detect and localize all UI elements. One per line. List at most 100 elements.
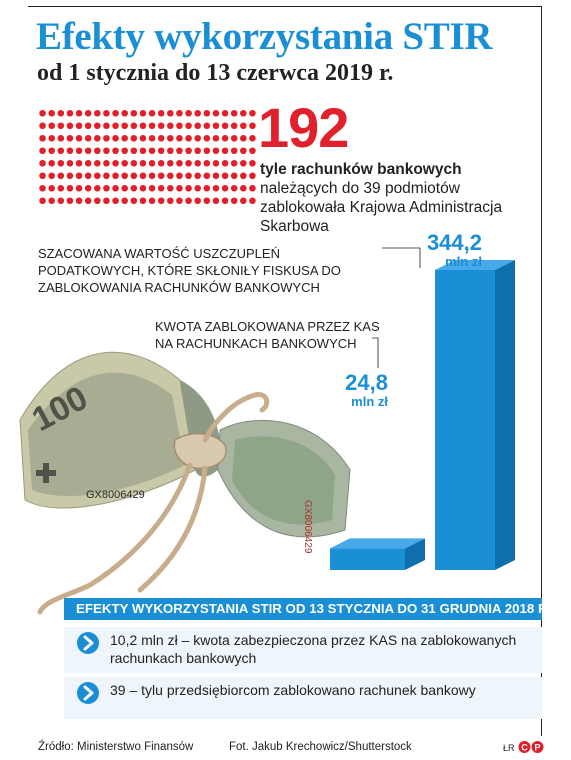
blocked-label: KWOTA ZABLOKOWANA PRZEZ KAS NA RACHUNKAC… (155, 319, 380, 351)
account-dot (230, 197, 238, 205)
account-dot (148, 109, 156, 117)
account-dot (203, 147, 211, 155)
account-dot (221, 109, 229, 117)
account-dot (240, 159, 247, 167)
account-dot (185, 184, 192, 192)
account-dot (94, 109, 101, 117)
account-dot (230, 109, 238, 117)
account-dot (39, 184, 46, 192)
account-dot (176, 109, 183, 117)
account-dot (240, 197, 247, 205)
account-dot (167, 109, 174, 117)
account-dot (249, 172, 256, 180)
account-dot (185, 147, 192, 155)
estimated-value: 344,2 mln zł (400, 231, 482, 269)
account-dot (221, 147, 229, 155)
account-dot (84, 122, 92, 130)
estimated-value-number: 344,2 (426, 230, 482, 255)
account-dot (185, 134, 192, 142)
account-dot (194, 172, 201, 180)
account-dot (94, 122, 101, 130)
account-dot (148, 197, 156, 205)
account-dot (240, 134, 247, 142)
account-dot (148, 159, 156, 167)
account-dot (167, 197, 174, 205)
account-dot (230, 134, 238, 142)
account-dot (139, 159, 147, 167)
author-initials: ŁR (503, 743, 515, 753)
account-dot (249, 134, 256, 142)
account-dot (230, 147, 238, 155)
account-dot (167, 134, 174, 142)
account-dot (84, 159, 92, 167)
account-dot (194, 122, 201, 130)
account-dot (157, 197, 165, 205)
account-dot (240, 122, 247, 130)
account-dot (121, 184, 128, 192)
account-dot (39, 134, 46, 142)
account-dot (112, 159, 119, 167)
account-dot (39, 159, 46, 167)
account-dot (212, 122, 220, 130)
account-dot (84, 172, 92, 180)
account-dot (203, 197, 211, 205)
arrow-right-icon (77, 632, 99, 654)
account-dot (221, 197, 229, 205)
banknote-illustration: 100 GX8006429 GX8006429 (19, 351, 351, 615)
account-dot (212, 134, 220, 142)
account-dot (157, 184, 165, 192)
account-dot (167, 172, 174, 180)
account-dot (203, 184, 211, 192)
account-dot (148, 122, 156, 130)
account-dot (157, 122, 165, 130)
account-dot (185, 109, 192, 117)
account-dot (57, 184, 65, 192)
account-dot (139, 109, 147, 117)
estimated-bar-side (495, 260, 515, 570)
estimated-bar-front (435, 270, 495, 570)
account-dot (103, 122, 110, 130)
account-dot (112, 134, 119, 142)
account-dot (103, 172, 110, 180)
account-dot (130, 159, 138, 167)
account-dot (94, 134, 101, 142)
account-dot (240, 147, 247, 155)
effects-item: 10,2 mln zł – kwota zabezpieczona przez … (64, 627, 542, 673)
estimated-bar-top (435, 260, 515, 270)
account-dot (39, 197, 46, 205)
account-dot (57, 159, 65, 167)
account-dot (94, 159, 101, 167)
account-dot (139, 147, 147, 155)
account-dot (57, 122, 65, 130)
account-dot (112, 109, 119, 117)
account-dot (185, 197, 192, 205)
account-dot (194, 109, 201, 117)
account-dot (48, 122, 55, 130)
account-dot (249, 147, 256, 155)
account-dot (130, 147, 138, 155)
account-dot (185, 159, 192, 167)
account-dot (130, 197, 138, 205)
account-dot (84, 109, 92, 117)
estimated-label: SZACOWANA WARTOŚĆ USZCZUPLEŃ PODATKOWYCH… (38, 246, 341, 295)
account-dot (176, 184, 183, 192)
account-dot (39, 109, 46, 117)
account-dot (194, 159, 201, 167)
account-dot (221, 184, 229, 192)
account-dot (103, 109, 110, 117)
account-dot (39, 122, 46, 130)
effects-item-text: 39 – tylu przedsiębiorcom zablokowano ra… (110, 682, 476, 698)
account-dot (103, 197, 110, 205)
account-dot (130, 172, 138, 180)
arrow-right-icon (77, 682, 99, 704)
page-title: Efekty wykorzystania STIR (36, 15, 493, 58)
account-dot (57, 197, 65, 205)
account-dot (94, 197, 101, 205)
account-dot (57, 134, 65, 142)
blocked-value: 24,8 mln zł (330, 371, 388, 409)
estimated-callout-line (382, 247, 421, 268)
svg-text:C: C (521, 743, 528, 753)
accounts-description-bold: tyle rachunków bankowych (260, 161, 462, 178)
account-dot (130, 109, 138, 117)
account-dot (48, 197, 55, 205)
